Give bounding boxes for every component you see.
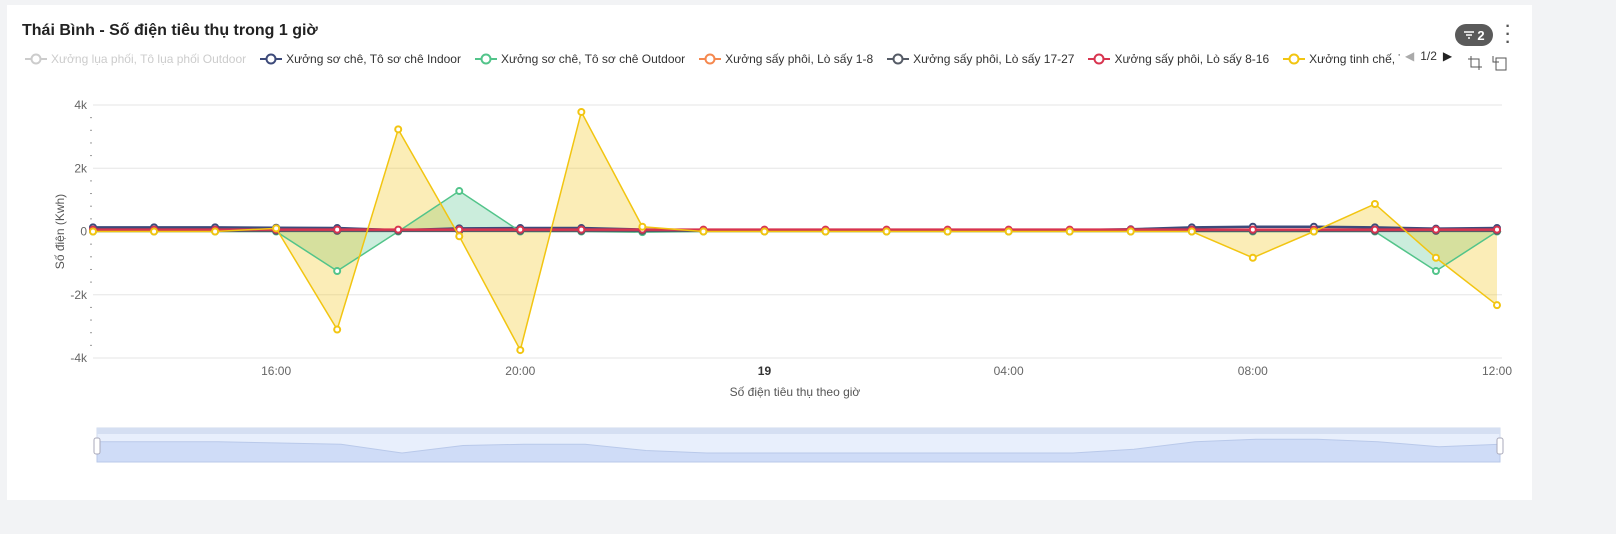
data-point	[1065, 227, 1074, 236]
legend: Xưởng lụa phối, Tô lụa phối Outdoor Xưởng…	[25, 50, 1400, 68]
data-point	[394, 225, 403, 234]
data-point	[821, 227, 830, 236]
legend-marker-icon	[474, 53, 497, 65]
legend-item[interactable]: Xưởng sơ chê, Tô sơ chê Outdoor	[474, 50, 686, 68]
x-tick-label: 20:00	[505, 364, 535, 378]
y-tick-label: 0	[80, 225, 87, 239]
y-axis-title: Số điện (Kwh)	[53, 194, 67, 269]
x-tick-label: 08:00	[1238, 364, 1268, 378]
data-point	[1493, 301, 1501, 310]
datazoom-preview	[96, 438, 1501, 463]
x-tick-label: 04:00	[994, 364, 1024, 378]
filter-button[interactable]: 2	[1455, 24, 1493, 46]
legend-label: Xưởng sơ chê, Tô sơ chê Outdoor	[500, 52, 686, 66]
legend-item[interactable]: Xưởng lụa phối, Tô lụa phối Outdoor	[25, 50, 246, 68]
legend-label: Xưởng sấy phôi, Lò sấy 1-8	[725, 52, 874, 66]
series-line	[93, 109, 1498, 353]
data-point	[1431, 253, 1440, 262]
data-point	[1431, 267, 1440, 276]
data-point	[272, 224, 281, 233]
data-point	[760, 227, 769, 236]
data-point	[1370, 225, 1379, 234]
data-point	[1004, 227, 1013, 236]
data-point	[1248, 253, 1257, 262]
legend-item[interactable]: Xưởng sấy phôi, Lò sấy 17-27	[887, 50, 1074, 68]
legend-item[interactable]: Xưởng sơ chê, Tô sơ chê Indoor	[260, 50, 461, 68]
data-point	[333, 267, 342, 276]
data-point	[577, 225, 586, 234]
chart-title: Thái Bình - Số điện tiêu thụ trong 1 giờ	[22, 22, 318, 39]
chart-card: Thái Bình - Số điện tiêu thụ trong 1 giờ…	[7, 5, 1532, 500]
filter-icon	[1463, 28, 1475, 43]
data-point	[333, 325, 342, 334]
legend-item[interactable]: Xưởng sấy phôi, Lò sấy 8-16	[1088, 50, 1269, 68]
data-point	[577, 107, 586, 116]
data-point	[150, 227, 159, 236]
data-point	[1431, 225, 1440, 234]
legend-marker-icon	[25, 53, 47, 65]
data-point	[1248, 225, 1257, 234]
legend-label: Xưởng lụa phối, Tô lụa phối Outdoor	[51, 52, 247, 66]
data-point	[638, 222, 647, 231]
data-point	[333, 225, 342, 234]
y-tick-label: -2k	[70, 288, 88, 302]
x-tick-label: 19	[758, 364, 772, 378]
legend-marker-icon	[1283, 53, 1306, 65]
legend-pager: ◀ 1/2 ▶	[1405, 49, 1452, 63]
legend-marker-icon	[260, 53, 283, 65]
legend-item[interactable]: Xưởng sấy phôi, Lò sấy 1-8	[699, 50, 873, 68]
datazoom-handle-bar	[97, 428, 1500, 434]
data-point	[89, 227, 97, 236]
legend-label: Xưởng tinh chế, Tô	[1309, 52, 1400, 66]
data-point	[1126, 227, 1135, 236]
zoom-reset-icon[interactable]	[1491, 55, 1507, 71]
data-point	[699, 227, 708, 236]
legend-label: Xưởng sấy phôi, Lò sấy 17-27	[913, 52, 1075, 66]
more-vertical-icon[interactable]: · · ·	[1505, 18, 1511, 51]
triangle-left-icon[interactable]: ◀	[1405, 49, 1415, 63]
data-point	[516, 225, 525, 234]
legend-label: Xưởng sơ chê, Tô sơ chê Indoor	[286, 52, 461, 66]
x-tick-label: 12:00	[1482, 364, 1512, 378]
triangle-right-icon[interactable]: ▶	[1442, 49, 1453, 63]
legend-marker-icon	[1088, 53, 1111, 65]
filter-count: 2	[1477, 27, 1485, 43]
data-point	[943, 227, 952, 236]
data-point	[1370, 199, 1379, 208]
data-point	[516, 346, 525, 355]
data-point	[1493, 225, 1501, 234]
y-tick-label: 2k	[74, 161, 88, 175]
data-point	[211, 227, 220, 236]
legend-marker-icon	[887, 53, 910, 65]
legend-page: 1/2	[1420, 49, 1437, 63]
legend-item[interactable]: Xưởng tinh chế, Tô	[1283, 50, 1400, 68]
data-point	[1187, 227, 1196, 236]
y-tick-label: -4k	[70, 351, 88, 365]
legend-marker-icon	[699, 53, 722, 65]
legend-label: Xưởng sấy phôi, Lò sấy 8-16	[1114, 52, 1270, 66]
y-tick-label: 4k	[74, 98, 88, 112]
x-tick-label: 16:00	[261, 364, 291, 378]
datazoom-handle[interactable]	[93, 437, 101, 455]
x-axis-title: Số điện tiêu thụ theo giờ	[730, 385, 861, 399]
zoom-select-icon[interactable]	[1467, 55, 1483, 71]
data-point	[394, 125, 403, 134]
data-point	[1309, 227, 1318, 236]
datazoom-handle[interactable]	[1496, 437, 1504, 455]
data-point	[455, 232, 464, 241]
data-point	[882, 227, 891, 236]
data-point	[455, 187, 464, 196]
